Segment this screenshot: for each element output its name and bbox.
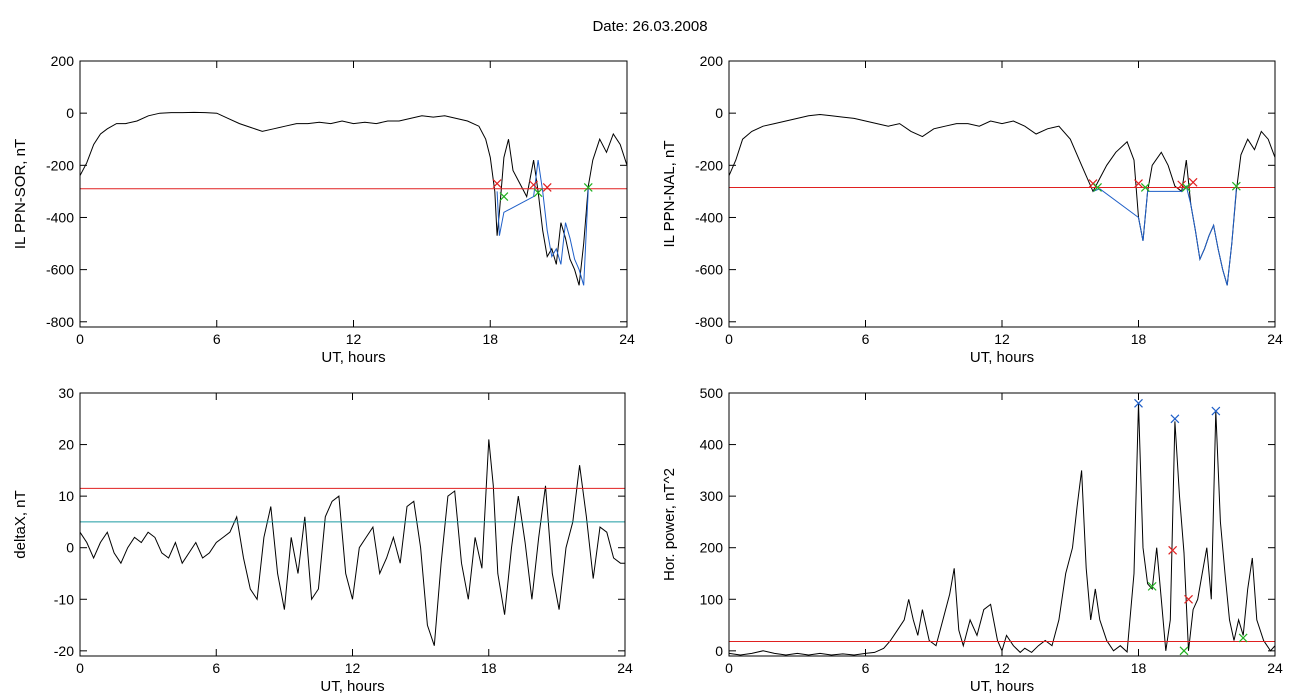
panel-bottom-right-marker-4-2	[1238, 633, 1248, 643]
panel-bottom-left-series-line-0	[80, 439, 625, 646]
panel-top-left-ytick-label-1: -600	[46, 262, 74, 278]
panel-bottom-right-ytick-label-1: 100	[700, 591, 724, 607]
panel-bottom-left-xtick-label-2: 12	[345, 660, 361, 676]
panel-top-left-marker-4-2	[583, 183, 593, 192]
panel-bottom-right-x-axis-label: UT, hours	[970, 678, 1034, 695]
panel-top-right-xtick-label-3: 18	[1131, 331, 1147, 347]
panel-top-left-series-line-0	[80, 111, 627, 286]
panel-top-left-series-line-1	[496, 160, 589, 286]
panel-bottom-right-marker-4-0	[1147, 581, 1157, 591]
panel-top-left-marker-3-2	[542, 183, 552, 192]
panel-top-left-ytick-label-3: -200	[46, 157, 74, 173]
panel-top-right-series-line-1	[1092, 185, 1237, 286]
panel-top-right-marker-4-3	[1231, 181, 1241, 191]
panel-top-right-xtick-label-4: 24	[1267, 331, 1283, 347]
panel-bottom-right-ytick-label-0: 0	[715, 643, 723, 659]
panel-top-right-marker-3-2	[1177, 180, 1187, 190]
panel-bottom-left-xtick-label-3: 18	[481, 660, 497, 676]
panel-top-left-x-axis-label: UT, hours	[321, 349, 385, 366]
panel-top-right-frame	[728, 60, 1276, 328]
panel-top-right-series-line-0	[729, 113, 1275, 286]
panel-bottom-left-ytick-label-4: 20	[58, 437, 74, 453]
panel-bottom-right-xtick-label-1: 6	[862, 660, 870, 676]
panel-top-left-ytick-label-4: 0	[66, 105, 74, 121]
panel-bottom-left-chart: 0 6 12 18 24 -20 -10 0 10 20 30 UT, hours deltaX, nT	[12, 385, 633, 695]
panel-top-right-marker-3-3	[1188, 177, 1198, 187]
panel-top-right-marker-3-1	[1134, 179, 1143, 188]
panel-top-left-y-axis-label: IL PPN-SOR, nT	[12, 139, 29, 249]
panel-top-left-marker-4-1	[533, 188, 543, 198]
panel-top-right-ytick-label-3: -200	[695, 157, 723, 173]
panel-top-left-ytick-label-0: -800	[46, 314, 74, 330]
panel-top-right-y-axis-label: IL PPN-NAL, nT	[661, 141, 678, 248]
figure-title: Date: 26.03.2008	[592, 18, 708, 35]
panel-bottom-right-plot-area	[729, 398, 1275, 656]
panel-bottom-left-ytick-label-0: -20	[54, 643, 74, 659]
panel-top-left-xtick-label-3: 18	[482, 331, 498, 347]
panel-top-right-marker-4-1	[1140, 183, 1150, 192]
panel-top-left-chart: 0 6 12 18 24 -800 -600 -400 -200 0 200 UT, hours IL …	[12, 53, 635, 366]
panel-top-left-marker-3-0	[492, 179, 502, 188]
panel-bottom-right-marker-4-1	[1179, 646, 1189, 656]
panel-top-left-marker-4-0	[499, 192, 509, 202]
panel-top-left-plot-area	[80, 111, 627, 286]
panel-top-right-ytick-label-0: -800	[695, 314, 723, 330]
panel-top-left-xtick-label-0: 0	[76, 331, 84, 347]
panel-top-right-xtick-label-0: 0	[725, 331, 733, 347]
panel-top-right-xtick-label-2: 12	[994, 331, 1010, 347]
panel-top-left-frame	[79, 60, 628, 328]
panel-bottom-right-ytick-label-3: 300	[700, 488, 724, 504]
panel-top-left-ytick-label-2: -400	[46, 209, 74, 225]
panel-bottom-left-y-axis-label: deltaX, nT	[12, 490, 29, 558]
panel-top-left-xtick-label-1: 6	[213, 331, 221, 347]
panel-bottom-right-series-line-0	[729, 403, 1275, 656]
panel-bottom-left-x-axis-label: UT, hours	[320, 678, 384, 695]
panel-top-left-xtick-label-4: 24	[619, 331, 635, 347]
panel-bottom-left-ytick-label-5: 30	[58, 385, 74, 401]
panel-top-right-plot-area	[729, 113, 1275, 286]
panel-top-right-ytick-label-1: -600	[695, 262, 723, 278]
panel-top-right-xtick-label-1: 6	[862, 331, 870, 347]
panel-top-right-x-axis-label: UT, hours	[970, 349, 1034, 366]
panel-top-left-marker-3-1	[529, 180, 538, 190]
panel-bottom-left-xtick-label-1: 6	[212, 660, 220, 676]
panel-top-right-marker-4-2	[1181, 183, 1191, 192]
panel-bottom-left-ytick-label-2: 0	[66, 540, 74, 556]
panel-bottom-right-marker-3-0	[1168, 545, 1178, 555]
panel-bottom-left-xtick-label-4: 24	[617, 660, 633, 676]
panel-bottom-right-xtick-label-3: 18	[1131, 660, 1147, 676]
panel-bottom-right-ytick-label-4: 400	[700, 437, 724, 453]
panel-bottom-right-ytick-label-2: 200	[700, 540, 724, 556]
panel-bottom-left-frame	[79, 392, 626, 657]
panel-bottom-right-xtick-label-2: 12	[994, 660, 1010, 676]
panel-bottom-right-frame	[728, 392, 1276, 657]
panel-bottom-right-marker-2-1	[1170, 414, 1180, 424]
panel-bottom-left-plot-area	[80, 439, 625, 646]
panel-bottom-right-xtick-label-0: 0	[725, 660, 733, 676]
panel-top-right-marker-4-0	[1093, 183, 1102, 192]
panel-top-left-xtick-label-2: 12	[346, 331, 362, 347]
panel-bottom-right-marker-2-0	[1134, 398, 1143, 408]
panel-top-left-ytick-label-5: 200	[51, 53, 75, 69]
panel-bottom-right-y-axis-label: Hor. power, nT^2	[661, 468, 678, 581]
panel-bottom-right-ytick-label-5: 500	[700, 385, 724, 401]
panel-bottom-right-xtick-label-4: 24	[1267, 660, 1283, 676]
panel-bottom-right-chart: 0 6 12 18 24 0 100 200 300 400 500 UT, hours Hor. po…	[661, 385, 1283, 695]
panel-bottom-right-marker-3-1	[1184, 594, 1193, 604]
panel-bottom-right-marker-2-2	[1211, 406, 1221, 416]
panel-top-right-chart: 0 6 12 18 24 -800 -600 -400 -200 0 200 UT, hours IL …	[661, 53, 1283, 366]
panel-bottom-left-xtick-label-0: 0	[76, 660, 84, 676]
panel-top-right-ytick-label-2: -400	[695, 209, 723, 225]
panel-top-right-ytick-label-5: 200	[700, 53, 724, 69]
panel-bottom-left-ytick-label-3: 10	[58, 488, 74, 504]
panel-bottom-left-ytick-label-1: -10	[54, 591, 74, 607]
panel-top-right-ytick-label-4: 0	[715, 105, 723, 121]
